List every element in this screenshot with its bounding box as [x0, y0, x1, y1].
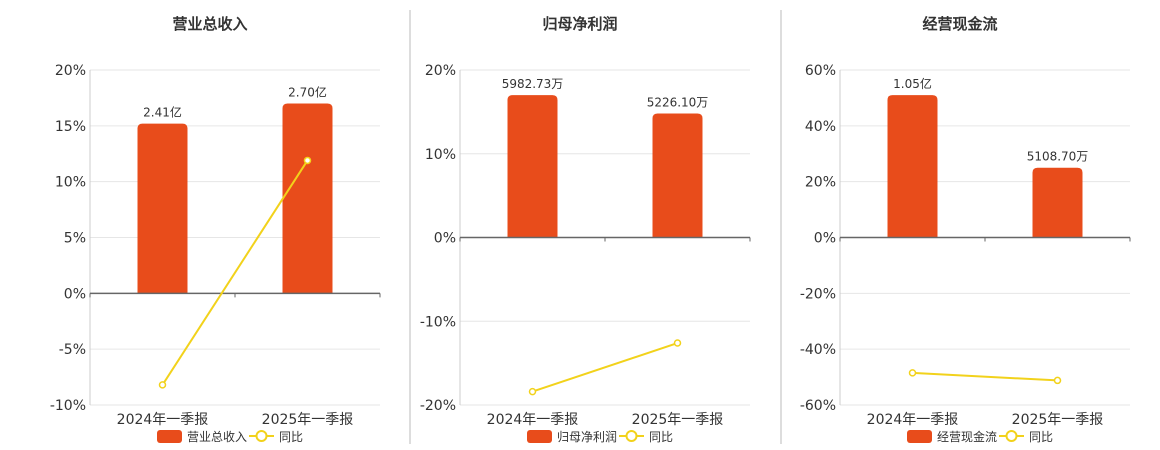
legend-label-line: 同比 — [649, 430, 673, 444]
yoy-point — [158, 381, 167, 389]
legend-swatch-bar — [527, 430, 552, 443]
y-tick-label: -60% — [800, 398, 836, 414]
y-tick-label: 10% — [55, 175, 86, 191]
y-tick-label: -20% — [800, 286, 836, 302]
bar-data-label: 5982.73万 — [502, 77, 564, 91]
legend-swatch-marker — [255, 430, 268, 442]
yoy-point — [908, 369, 917, 377]
legend-swatch-bar — [907, 430, 932, 443]
chart-panel-2: 归母净利润 20% 10% 0% -10% -20% 5982.73万 5226.10万 202… — [420, 15, 751, 444]
chart-title: 营业总收入 — [172, 15, 247, 33]
y-tick-label: -10% — [50, 398, 86, 414]
y-tick-label: -10% — [420, 314, 456, 330]
legend-label-bar: 营业总收入 — [187, 430, 247, 444]
x-category-label: 2025年一季报 — [262, 412, 354, 428]
legend-label-bar: 归母净利润 — [557, 430, 617, 444]
bar — [1032, 167, 1083, 238]
y-tick-label: 20% — [55, 63, 86, 79]
y-tick-label: 15% — [55, 119, 86, 135]
legend-label-bar: 经营现金流 — [937, 429, 997, 444]
bar-data-label: 2.41亿 — [143, 105, 182, 120]
y-tick-label: -5% — [59, 342, 86, 358]
legend-swatch-marker — [1005, 430, 1018, 442]
x-category-label: 2024年一季报 — [487, 412, 579, 428]
yoy-series-line — [532, 342, 678, 393]
bar-data-label: 1.05亿 — [893, 76, 932, 91]
yoy-point — [303, 156, 312, 165]
x-category-label: 2024年一季报 — [867, 412, 959, 428]
chart-panel-3: 经营现金流 60% 40% 20% 0% -20% -40% -60% 1.05亿 5108.70… — [800, 15, 1131, 444]
y-tick-label: -20% — [420, 398, 456, 414]
y-tick-label: -40% — [800, 342, 836, 358]
x-category-label: 2024年一季报 — [117, 412, 209, 428]
legend: 经营现金流 同比 — [907, 429, 1053, 444]
legend-label-line: 同比 — [279, 430, 303, 444]
yoy-series-line — [161, 159, 309, 386]
y-tick-label: 5% — [64, 231, 86, 247]
bar — [652, 113, 703, 238]
yoy-point — [1053, 376, 1062, 385]
chart-title: 归母净利润 — [542, 15, 617, 33]
y-tick-label: 0% — [434, 231, 456, 247]
y-tick-label: 60% — [805, 63, 836, 79]
yoy-point — [673, 339, 682, 347]
bar — [507, 95, 558, 238]
x-category-label: 2025年一季报 — [1012, 412, 1104, 428]
y-tick-label: 0% — [64, 286, 86, 302]
legend-label-line: 同比 — [1029, 430, 1053, 444]
y-tick-label: 20% — [425, 63, 456, 79]
y-tick-label: 0% — [814, 231, 836, 247]
legend: 营业总收入 同比 — [157, 430, 303, 444]
x-category-label: 2025年一季报 — [632, 412, 724, 428]
bar-data-label: 2.70亿 — [288, 85, 327, 100]
y-tick-label: 40% — [805, 119, 836, 135]
legend-swatch-marker — [625, 430, 638, 442]
bar — [137, 123, 188, 294]
chart-title: 经营现金流 — [922, 15, 997, 33]
bar — [282, 103, 333, 294]
bar — [887, 95, 938, 238]
legend-swatch-bar — [157, 430, 182, 443]
yoy-point — [528, 387, 537, 396]
legend: 归母净利润 同比 — [527, 430, 673, 444]
yoy-series-line — [912, 371, 1058, 382]
chart-panel-1: 营业总收入 20% 15% 10% 5% 0% -5% -10% 2.41亿 2.70亿 2024年… — [50, 15, 381, 444]
bar-data-label: 5108.70万 — [1027, 150, 1089, 164]
bar-data-label: 5226.10万 — [647, 96, 709, 110]
y-tick-label: 10% — [425, 147, 456, 163]
y-tick-label: 20% — [805, 175, 836, 191]
